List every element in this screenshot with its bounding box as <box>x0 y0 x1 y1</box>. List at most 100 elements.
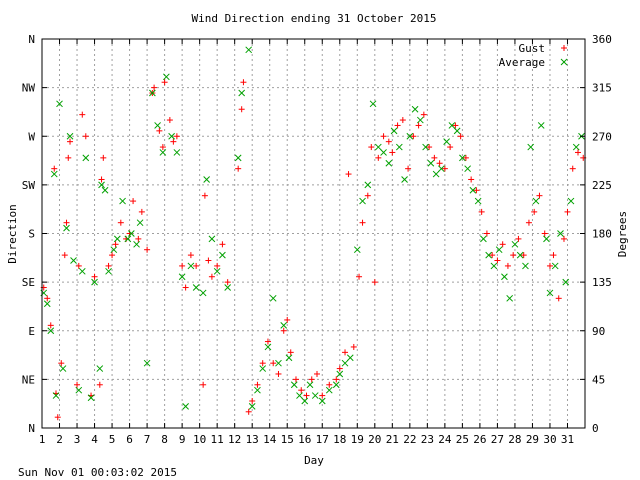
y-right-tick-label: 45 <box>592 373 605 386</box>
gust-point <box>179 262 186 269</box>
legend-marker <box>561 45 567 51</box>
gust-point <box>105 262 112 269</box>
x-tick-label: 19 <box>351 433 364 446</box>
average-point <box>264 343 272 351</box>
gust-point <box>284 316 291 323</box>
gust-point <box>182 284 189 291</box>
gust-point <box>375 154 382 161</box>
x-tick-label: 18 <box>333 433 346 446</box>
x-tick-label: 7 <box>144 433 151 446</box>
average-point <box>395 143 403 151</box>
y-right-tick-label: 315 <box>592 82 612 95</box>
x-tick-label: 16 <box>298 433 311 446</box>
gust-point <box>405 165 412 172</box>
gust-point <box>75 262 82 269</box>
x-tick-label: 8 <box>161 433 168 446</box>
average-point <box>332 381 340 389</box>
gust-point <box>259 360 266 367</box>
gust-point <box>280 327 287 334</box>
average-point <box>124 235 132 243</box>
gust-point <box>54 414 61 421</box>
y-left-tick-label: NW <box>22 82 36 95</box>
x-tick-label: 3 <box>74 433 81 446</box>
gust-point <box>200 381 207 388</box>
gust-point <box>245 408 252 415</box>
average-point <box>485 251 493 259</box>
gust-point <box>564 208 571 215</box>
y-axis-label-right: Degrees <box>616 211 629 257</box>
gust-point <box>478 208 485 215</box>
average-point <box>453 127 461 135</box>
x-tick-label: 4 <box>91 433 98 446</box>
average-point <box>390 127 398 135</box>
gust-point <box>420 111 427 118</box>
y-left-tick-label: N <box>28 33 35 46</box>
average-point <box>98 181 105 189</box>
average-point <box>401 176 408 183</box>
gust-point <box>308 376 315 383</box>
gust-point <box>499 241 506 248</box>
gust-point <box>520 252 527 259</box>
gust-point <box>541 230 548 237</box>
gust-point <box>156 127 163 134</box>
gust-point <box>187 252 194 259</box>
average-point <box>168 132 175 140</box>
gust-point <box>550 252 557 259</box>
gust-point <box>117 219 124 226</box>
average-point <box>385 159 393 167</box>
gust-point <box>350 343 357 350</box>
y-right-tick-label: 0 <box>592 422 599 435</box>
y-right-tick-label: 90 <box>592 325 605 338</box>
average-point <box>66 132 74 140</box>
average-point <box>567 197 575 205</box>
gust-point <box>389 149 396 156</box>
gust-point <box>546 262 553 269</box>
average-point <box>59 365 67 372</box>
average-point <box>248 403 256 410</box>
gust-point <box>275 370 282 377</box>
gust-point <box>193 262 200 269</box>
y-right-tick-label: 180 <box>592 228 612 241</box>
average-point <box>234 154 242 162</box>
average-point <box>359 197 366 205</box>
gust-point <box>364 192 371 199</box>
average-point <box>148 89 156 97</box>
average-point <box>495 246 503 254</box>
average-point <box>208 235 216 243</box>
average-point <box>506 294 514 302</box>
y-right-tick-label: 225 <box>592 179 612 192</box>
average-point <box>173 149 181 156</box>
chart-title: Wind Direction ending 31 October 2015 <box>191 12 436 25</box>
gust-point <box>96 381 103 388</box>
average-point <box>43 300 51 308</box>
average-point <box>459 154 466 162</box>
average-point <box>219 251 226 259</box>
y-left-tick-label: NE <box>22 373 35 386</box>
gust-point <box>342 349 349 356</box>
chart-grid <box>42 39 585 428</box>
gust-point <box>371 279 378 286</box>
gust-point <box>63 219 70 226</box>
gust-point <box>219 241 226 248</box>
gust-point <box>135 235 142 242</box>
average-point <box>203 176 211 183</box>
x-tick-label: 30 <box>543 433 556 446</box>
average-point <box>380 149 387 156</box>
x-tick-label: 22 <box>403 433 416 446</box>
average-point <box>416 116 424 124</box>
gust-point <box>336 365 343 372</box>
average-point <box>301 397 309 405</box>
gust-point <box>82 133 89 140</box>
gust-point <box>254 381 261 388</box>
y-left-tick-label: S <box>28 228 35 241</box>
x-tick-label: 11 <box>211 433 224 446</box>
gust-point <box>574 149 581 156</box>
gust-point <box>333 376 340 383</box>
average-point <box>464 165 471 173</box>
gust-point <box>235 165 242 172</box>
average-point <box>341 359 349 367</box>
average-point <box>78 267 86 275</box>
gust-point <box>264 338 271 345</box>
average-point <box>311 392 319 399</box>
gust-point <box>144 246 151 253</box>
